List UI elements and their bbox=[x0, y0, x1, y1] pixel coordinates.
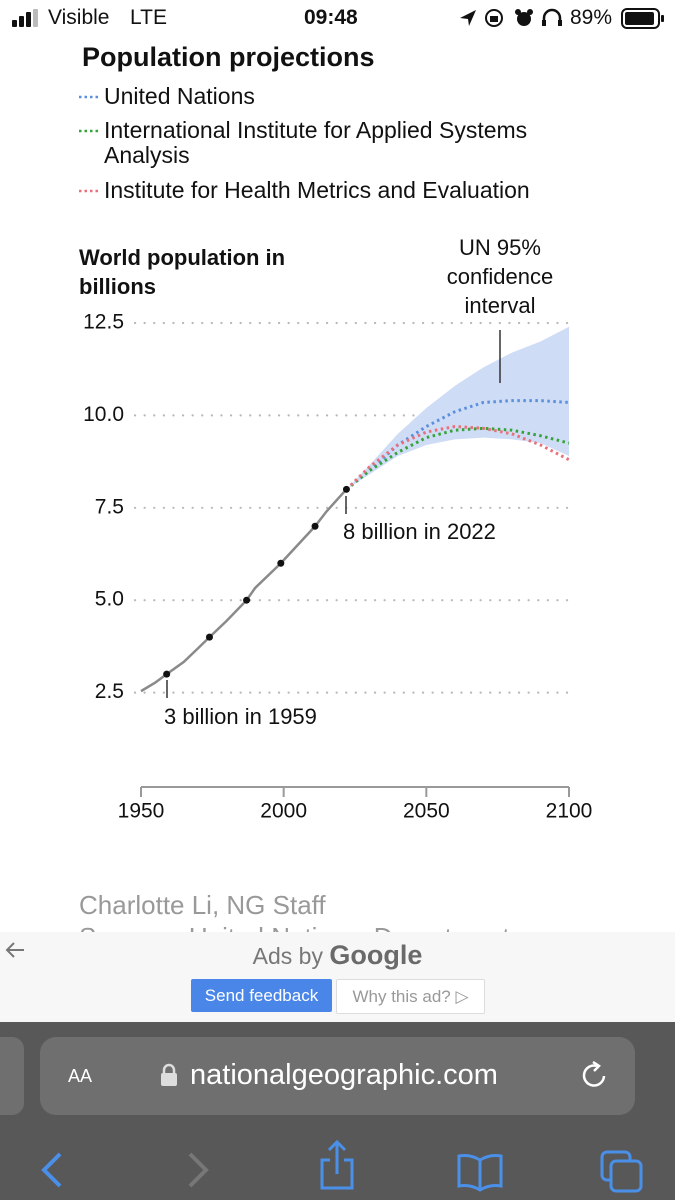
back-button[interactable] bbox=[41, 1152, 62, 1188]
projection-line bbox=[345, 424, 570, 491]
milestone-dot bbox=[205, 633, 213, 641]
y-tick-label: 10.0 bbox=[83, 403, 124, 426]
why-label: Why this ad? bbox=[352, 987, 451, 1006]
y-tick-label: 5.0 bbox=[95, 588, 124, 611]
back-arrow[interactable] bbox=[4, 940, 26, 960]
y-tick-label: 2.5 bbox=[95, 680, 124, 703]
y-axis-title: World population in billions bbox=[79, 245, 286, 299]
x-tick-label: 2000 bbox=[260, 800, 307, 823]
browser-bar: AA nationalgeographic.com bbox=[0, 1022, 675, 1200]
text-size-button[interactable]: AA bbox=[68, 1061, 92, 1089]
reload-icon[interactable] bbox=[580, 1061, 610, 1091]
url: nationalgeographic.com bbox=[190, 1059, 498, 1091]
prev-tab[interactable] bbox=[0, 1037, 24, 1115]
legend-title: Population projections bbox=[82, 42, 375, 72]
confidence-band bbox=[346, 326, 569, 490]
forward-button[interactable] bbox=[188, 1152, 209, 1188]
legend-swatch bbox=[79, 129, 101, 133]
ads-by-google: Ads by Google bbox=[0, 940, 675, 971]
network: LTE bbox=[130, 6, 167, 29]
y-tick-label: 7.5 bbox=[95, 495, 124, 518]
milestone-dot bbox=[163, 670, 171, 678]
address-bar[interactable]: AA nationalgeographic.com bbox=[40, 1037, 635, 1115]
annotation: UN 95% confidence interval bbox=[446, 235, 554, 318]
legend-swatch bbox=[79, 95, 101, 99]
milestone-dot bbox=[311, 522, 319, 530]
credit: Charlotte Li, NG Staff bbox=[79, 890, 326, 920]
status-bar: Visible LTE 09:48 89% bbox=[0, 0, 675, 36]
milestone-dot bbox=[342, 485, 350, 493]
y-tick-label: 12.5 bbox=[83, 311, 124, 334]
toolbar bbox=[41, 1139, 643, 1193]
signal-icon bbox=[12, 9, 38, 27]
battery-icon bbox=[621, 8, 664, 29]
x-tick-label: 2050 bbox=[403, 800, 450, 823]
annotation: 8 billion in 2022 bbox=[343, 519, 496, 544]
ads-brand: Google bbox=[329, 940, 423, 970]
projection-line bbox=[345, 399, 570, 491]
ads-label: Ads by bbox=[252, 943, 323, 969]
x-tick-label: 2100 bbox=[546, 800, 593, 823]
x-tick-label: 1950 bbox=[118, 800, 165, 823]
why-this-ad-button[interactable]: Why this ad? ▷ bbox=[336, 979, 485, 1014]
bookmarks-button[interactable] bbox=[457, 1154, 503, 1192]
legend-label: United Nations bbox=[104, 83, 255, 109]
tabs-button[interactable] bbox=[600, 1150, 643, 1193]
annotation: 3 billion in 1959 bbox=[164, 704, 317, 729]
share-button[interactable] bbox=[320, 1139, 354, 1190]
text-size: AA bbox=[68, 1066, 93, 1086]
chart: 2.5 5.0 7.5 10.0 12.5 1950 2000 2050 2100 bbox=[83, 311, 593, 823]
milestone-dot bbox=[243, 596, 251, 604]
legend-label: Institute for Health Metrics and Evaluat… bbox=[104, 177, 530, 203]
status-icons bbox=[460, 8, 562, 27]
send-feedback-button[interactable]: Send feedback bbox=[191, 979, 332, 1012]
legend-swatch bbox=[79, 189, 101, 193]
carrier: Visible bbox=[48, 6, 110, 29]
ad-bar: Ads by Google Send feedback Why this ad?… bbox=[0, 932, 675, 1022]
history-line bbox=[140, 488, 348, 693]
milestone-dot bbox=[277, 559, 285, 567]
lock-icon bbox=[161, 1063, 177, 1086]
legend-label: International Institute for Applied Syst… bbox=[104, 117, 528, 168]
battery-percent: 89% bbox=[570, 6, 613, 29]
clock: 09:48 bbox=[304, 6, 358, 29]
